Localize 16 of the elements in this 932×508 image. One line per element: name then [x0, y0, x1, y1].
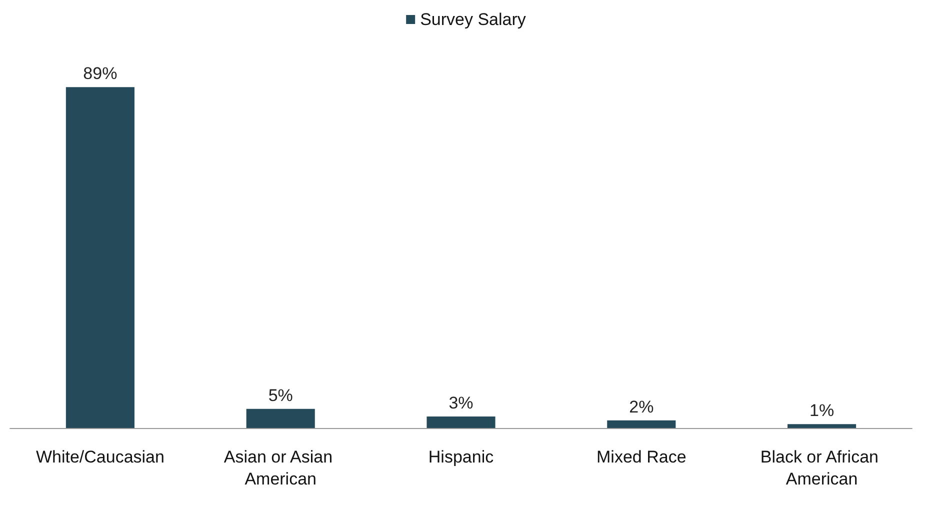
bar	[607, 420, 676, 428]
data-label: 5%	[268, 386, 293, 405]
data-label: 1%	[810, 401, 834, 420]
bar	[426, 416, 496, 428]
bar	[66, 87, 134, 428]
x-tick-label: Mixed Race	[596, 448, 686, 466]
x-tick-label: Asian or Asian American	[224, 448, 338, 488]
data-label: 89%	[83, 64, 118, 84]
x-tick-label: Black or African American	[760, 448, 884, 488]
data-label: 3%	[448, 394, 474, 413]
bar	[246, 408, 315, 428]
data-label: 2%	[629, 397, 654, 416]
bar	[788, 424, 856, 428]
x-tick-label: Hispanic	[428, 448, 494, 466]
x-tick-label: White/Caucasian	[36, 448, 164, 466]
legend-label: Survey Salary	[420, 10, 526, 29]
